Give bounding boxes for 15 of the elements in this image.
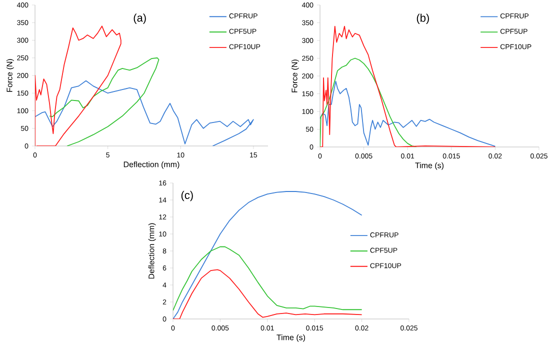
y-axis-title: Deflection (mm) (148, 223, 156, 279)
text: (a) (134, 14, 146, 24)
x-axis-title: Time (s) (276, 334, 306, 342)
y-axis-title: Force (N) (6, 59, 14, 92)
line-series (173, 191, 362, 319)
x-axis-title: Time (s) (415, 162, 444, 170)
x-axis-title: Deflection (mm) (124, 161, 180, 169)
line-series (320, 80, 496, 147)
line-series (49, 57, 160, 146)
text: (b) (416, 14, 429, 24)
y-axis-title: Force (N) (291, 60, 299, 92)
line-series (35, 26, 122, 146)
line-series (320, 58, 417, 147)
line-series (173, 269, 362, 319)
text: (c) (181, 190, 193, 202)
